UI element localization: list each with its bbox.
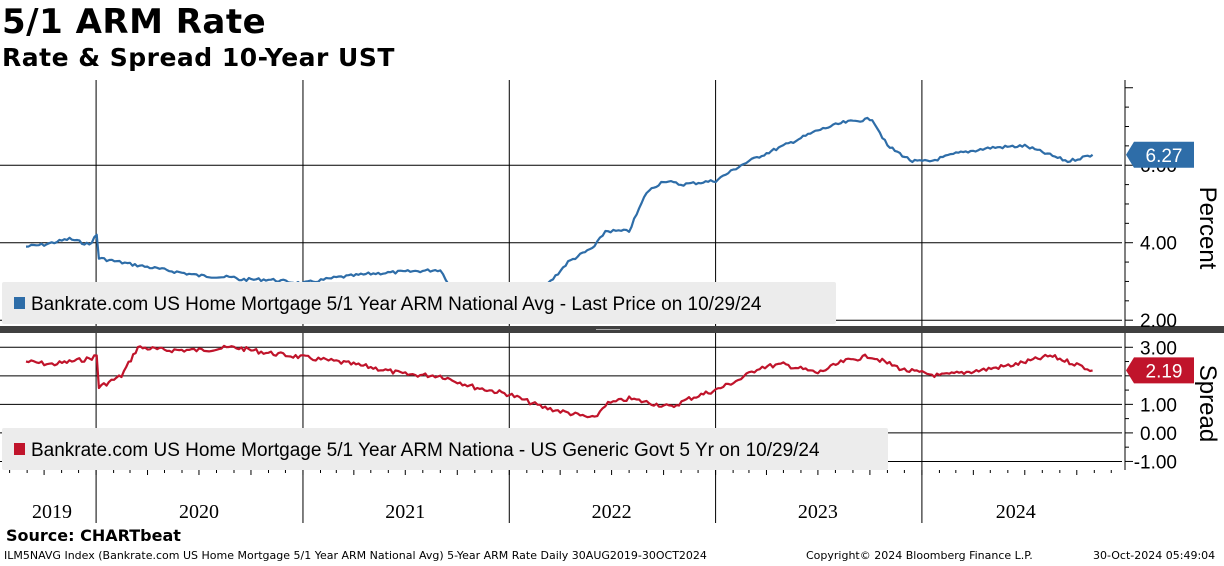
spread-last-value-text: 2.19 (1146, 361, 1183, 382)
rate-legend-box (2, 282, 836, 324)
page-title: 5/1 ARM Rate (2, 2, 267, 42)
timestamp: 30-Oct-2024 05:49:04 (1093, 549, 1216, 562)
x-tick-label: 2021 (385, 501, 425, 523)
page-subtitle: Rate & Spread 10-Year UST (2, 43, 395, 72)
rate-last-value: 6.27 (1126, 141, 1194, 168)
spread-legend-text: Bankrate.com US Home Mortgage 5/1 Year A… (31, 440, 820, 461)
x-tick-label: 2023 (798, 501, 838, 523)
rate-legend-swatch (14, 297, 25, 309)
rate-series-layer (25, 116, 1094, 294)
rate-series-line (25, 116, 1094, 294)
rate-last-value-shape (1126, 141, 1194, 168)
spread-axis-title: Spread (1194, 365, 1221, 442)
index-info: ILM5NAVG Index (Bankrate.com US Home Mor… (4, 549, 707, 562)
rate-axis-title: Percent (1194, 187, 1221, 270)
spread-tick-label: 1.00 (1140, 395, 1177, 416)
rate-tick-label: 2.00 (1140, 311, 1177, 332)
spread-tick-label: -1.00 (1134, 452, 1177, 473)
spread-legend-box (2, 428, 888, 470)
spread-last-value-shape (1126, 357, 1194, 384)
spread-legend: Bankrate.com US Home Mortgage 5/1 Year A… (2, 428, 888, 470)
x-tick-label: 2022 (592, 501, 632, 523)
source-note: Source: CHARTbeat (6, 526, 181, 545)
spread-last-value: 2.19 (1126, 357, 1194, 384)
spread-series-layer (25, 344, 1093, 419)
x-tick-label: 2019 (32, 501, 72, 523)
spread-series-line (25, 344, 1093, 419)
rate-legend: Bankrate.com US Home Mortgage 5/1 Year A… (2, 282, 836, 324)
x-tick-label: 2024 (996, 501, 1036, 523)
spread-tick-label: 3.00 (1140, 338, 1177, 359)
copyright: Copyright© 2024 Bloomberg Finance L.P. (806, 549, 1033, 562)
x-tick-label: 2020 (179, 501, 219, 523)
spread-legend-swatch (14, 443, 25, 455)
rate-legend-text: Bankrate.com US Home Mortgage 5/1 Year A… (31, 294, 762, 315)
axis-layer: 2.004.006.00-1.000.001.002.003.00Percent… (9, 80, 1221, 523)
legend-layer: Bankrate.com US Home Mortgage 5/1 Year A… (2, 282, 888, 470)
rate-tick-label: 4.00 (1140, 234, 1177, 255)
spread-tick-label: 0.00 (1140, 424, 1177, 445)
rate-last-value-text: 6.27 (1146, 146, 1183, 167)
